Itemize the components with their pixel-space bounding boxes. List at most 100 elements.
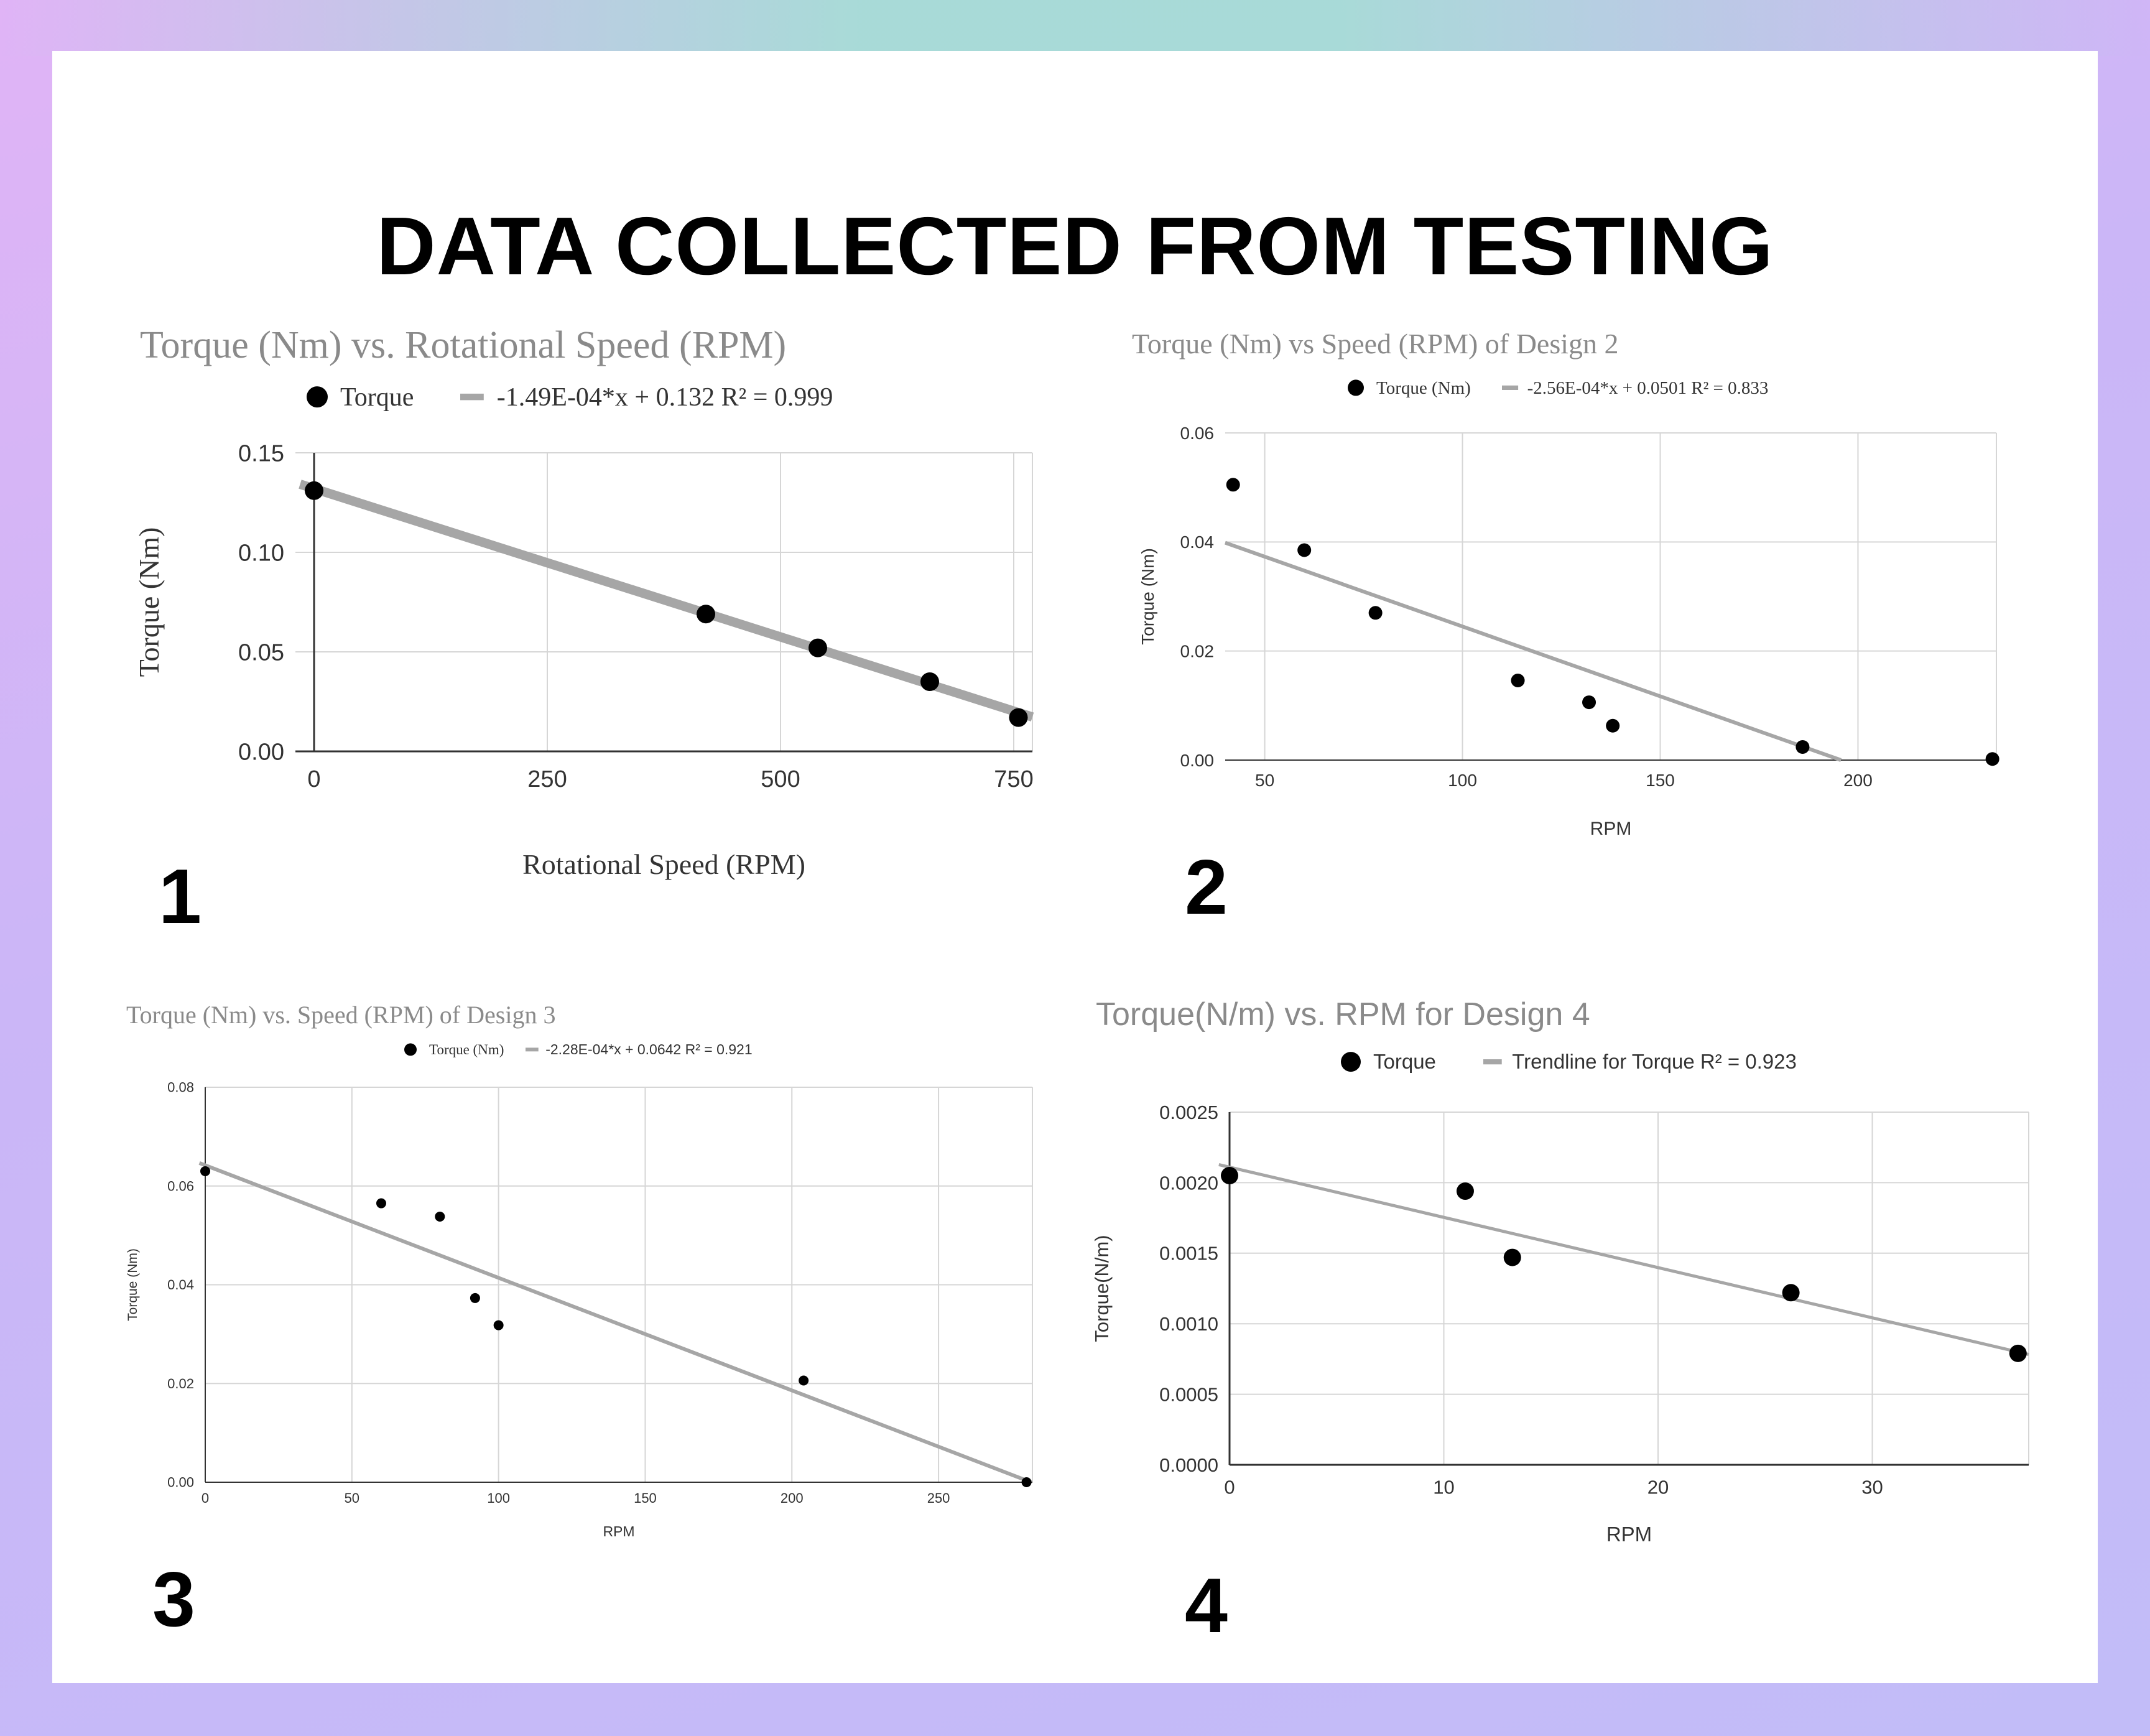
- chart-2-y-tick-label: 0.02: [1180, 641, 1215, 661]
- chart-3-y-tick-label: 0.08: [167, 1080, 194, 1095]
- chart-4-y-tick-label: 0.0015: [1159, 1243, 1218, 1265]
- chart-2-data-point: [1297, 543, 1312, 557]
- chart-1-legend-trend-label: -1.49E-04*x + 0.132 R² = 0.999: [497, 383, 833, 412]
- chart-4-data-point: [1503, 1248, 1521, 1266]
- chart-4-svg: Torque(N/m) vs. RPM for Design 4 Torque Tr…: [1091, 996, 2029, 1546]
- chart-3-data-point: [493, 1320, 504, 1330]
- chart-2-data-point: [1582, 695, 1596, 710]
- chart-4-data-point: [1456, 1182, 1474, 1200]
- chart-3-y-tick-label: 0.00: [167, 1475, 194, 1490]
- chart-2-legend-point-marker: [1348, 379, 1364, 396]
- chart-number-2: 2: [1185, 845, 1228, 931]
- chart-1-y-tick-label: 0.00: [238, 739, 284, 765]
- chart-1-data-point: [1009, 708, 1028, 727]
- chart-4-data-point: [1782, 1284, 1800, 1302]
- chart-2-legend-series-name: Torque (Nm): [1376, 378, 1471, 398]
- chart-2-data-point: [1985, 752, 1999, 766]
- chart-1-x-tick-label: 750: [994, 766, 1033, 792]
- chart-4-title: Torque(N/m) vs. RPM for Design 4: [1096, 996, 1590, 1033]
- chart-3-y-axis-label: Torque (Nm): [126, 1248, 140, 1321]
- chart-panel-3: Torque (Nm) vs. Speed (RPM) of Design 3 T…: [121, 989, 1054, 1549]
- chart-3-y-tick-label: 0.04: [167, 1277, 194, 1293]
- chart-4-legend-series-name: Torque: [1373, 1050, 1436, 1073]
- chart-4-y-tick-label: 0.0000: [1159, 1454, 1218, 1476]
- page-title: DATA COLLECTED FROM TESTING: [376, 200, 1774, 292]
- chart-2-y-axis-label: Torque (Nm): [1138, 548, 1157, 645]
- chart-1-data-point: [697, 605, 715, 624]
- chart-3-data-point: [799, 1375, 809, 1386]
- chart-4-y-axis-label: Torque(N/m): [1091, 1235, 1113, 1342]
- chart-1-data-point: [809, 638, 827, 657]
- chart-4-y-tick-label: 0.0010: [1159, 1313, 1218, 1335]
- chart-1-trendline: [299, 480, 1034, 722]
- chart-2-y-tick-label: 0.00: [1180, 751, 1215, 770]
- chart-4-y-tick-label: 0.0020: [1159, 1172, 1218, 1194]
- chart-number-1: 1: [159, 854, 202, 940]
- chart-2-x-tick-label: 50: [1255, 771, 1274, 790]
- chart-2-y-tick-label: 0.06: [1180, 424, 1215, 443]
- chart-3-data-point: [1021, 1477, 1032, 1487]
- chart-1-y-tick-label: 0.10: [238, 540, 284, 566]
- chart-3-data-point: [470, 1293, 480, 1303]
- chart-2-x-tick-label: 200: [1843, 771, 1873, 790]
- chart-panel-2: Torque (Nm) vs Speed (RPM) of Design 2 To…: [1119, 311, 2021, 871]
- chart-4-x-tick-label: 10: [1433, 1477, 1454, 1498]
- chart-2-trendline: [1225, 541, 1842, 762]
- chart-1-legend-series-name: Torque: [340, 383, 414, 412]
- chart-4-trendline: [1218, 1163, 2029, 1357]
- chart-1-x-tick-label: 0: [307, 766, 320, 792]
- chart-2-data-point: [1511, 674, 1525, 688]
- chart-3-svg: Torque (Nm) vs. Speed (RPM) of Design 3 T…: [126, 1001, 1033, 1539]
- chart-panel-4: Torque(N/m) vs. RPM for Design 4 Torque Tr…: [1088, 989, 2052, 1561]
- chart-1-y-tick-label: 0.05: [238, 639, 284, 666]
- chart-2-y-tick-label: 0.04: [1180, 532, 1215, 552]
- chart-4-x-tick-label: 30: [1861, 1477, 1883, 1498]
- chart-3-y-tick-label: 0.02: [167, 1376, 194, 1391]
- slide-card: DATA COLLECTED FROM TESTING: [52, 51, 2098, 1683]
- chart-3-x-axis-label: RPM: [603, 1523, 634, 1539]
- chart-1-x-tick-label: 250: [527, 766, 567, 792]
- chart-1-x-tick-label: 500: [761, 766, 800, 792]
- chart-4-data-point: [2009, 1344, 2027, 1362]
- chart-2-data-point: [1368, 606, 1383, 620]
- chart-2-x-tick-label: 100: [1448, 771, 1477, 790]
- chart-3-data-point: [376, 1198, 386, 1209]
- chart-1-svg: Torque (Nm) vs. Rotational Speed (RPM) To…: [133, 324, 1034, 880]
- chart-3-x-tick-label: 250: [927, 1490, 950, 1506]
- chart-1-x-axis-label: Rotational Speed (RPM): [522, 848, 805, 880]
- chart-4-legend-point-marker: [1341, 1052, 1361, 1072]
- chart-2-data-point: [1226, 478, 1240, 492]
- chart-3-trendline: [198, 1161, 1032, 1484]
- chart-1-legend-point-marker: [307, 386, 328, 408]
- chart-3-x-tick-label: 150: [634, 1490, 657, 1506]
- chart-3-data-point: [435, 1211, 445, 1222]
- chart-3-data-point: [200, 1166, 210, 1176]
- chart-panel-1: Torque (Nm) vs. Rotational Speed (RPM) To…: [131, 311, 1063, 933]
- chart-1-data-point: [920, 672, 939, 691]
- chart-4-x-tick-label: 20: [1647, 1477, 1669, 1498]
- chart-4-x-tick-label: 0: [1224, 1477, 1235, 1498]
- chart-2-x-axis-label: RPM: [1590, 819, 1632, 839]
- chart-3-legend-point-marker: [404, 1043, 417, 1056]
- chart-3-x-tick-label: 100: [487, 1490, 510, 1506]
- chart-3-title: Torque (Nm) vs. Speed (RPM) of Design 3: [126, 1001, 555, 1029]
- chart-3-legend-series-name: Torque (Nm): [429, 1042, 504, 1057]
- chart-1-data-point: [305, 481, 323, 500]
- chart-3-x-tick-label: 50: [345, 1490, 359, 1506]
- chart-number-4: 4: [1185, 1563, 1228, 1649]
- chart-1-y-tick-label: 0.15: [238, 440, 284, 466]
- chart-4-data-point: [1221, 1167, 1238, 1185]
- chart-4-y-tick-label: 0.0005: [1159, 1383, 1218, 1405]
- chart-4-y-tick-label: 0.0025: [1159, 1102, 1218, 1123]
- chart-2-data-point: [1606, 718, 1620, 733]
- chart-4-x-axis-label: RPM: [1606, 1523, 1652, 1546]
- chart-3-x-tick-label: 200: [781, 1490, 804, 1506]
- chart-4-legend-trend-label: Trendline for Torque R² = 0.923: [1512, 1050, 1797, 1073]
- chart-2-data-point: [1796, 740, 1810, 754]
- chart-2-svg: Torque (Nm) vs Speed (RPM) of Design 2 To…: [1132, 328, 1999, 839]
- chart-3-legend-trend-label: -2.28E-04*x + 0.0642 R² = 0.921: [545, 1041, 752, 1057]
- chart-2-title: Torque (Nm) vs Speed (RPM) of Design 2: [1132, 328, 1619, 360]
- chart-3-x-tick-label: 0: [202, 1490, 209, 1506]
- chart-1-title: Torque (Nm) vs. Rotational Speed (RPM): [140, 324, 786, 366]
- chart-2-legend-trend-label: -2.56E-04*x + 0.0501 R² = 0.833: [1527, 378, 1769, 398]
